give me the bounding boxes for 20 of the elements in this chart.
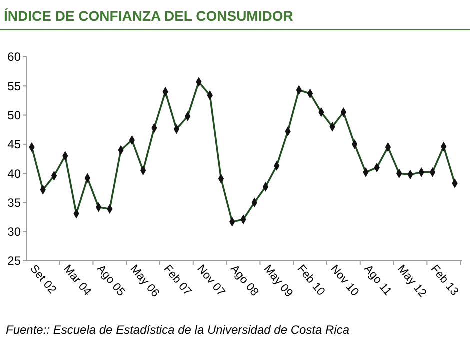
y-tick-label: 45 xyxy=(8,138,22,152)
x-tick-label: Nov 10 xyxy=(328,263,361,299)
x-tick-label: Ago 05 xyxy=(94,263,128,299)
y-tick-label: 25 xyxy=(8,254,22,268)
x-tick-label: Ago 11 xyxy=(362,263,394,298)
x-tick-label: Mar 04 xyxy=(61,263,94,299)
x-tick-label: Feb 07 xyxy=(161,263,194,298)
y-tick-label: 50 xyxy=(8,108,22,122)
x-tick-label: Nov 07 xyxy=(194,263,228,299)
y-tick-label: 35 xyxy=(8,196,22,210)
y-tick-label: 40 xyxy=(8,166,22,181)
y-tick-label: 60 xyxy=(8,50,22,64)
x-tick-label: Ago 08 xyxy=(228,263,261,299)
x-tick-label: Set 02 xyxy=(28,263,58,296)
x-tick-label: Feb 13 xyxy=(428,263,461,298)
source-note: Fuente:: Escuela de Estadística de la Universidad de Costa Rica xyxy=(6,323,350,337)
x-tick-label: Feb 10 xyxy=(294,263,328,298)
y-tick-label: 30 xyxy=(8,225,22,240)
y-tick-label: 55 xyxy=(8,79,22,94)
chart-title: ÍNDICE DE CONFIANZA DEL CONSUMIDOR xyxy=(4,8,294,24)
